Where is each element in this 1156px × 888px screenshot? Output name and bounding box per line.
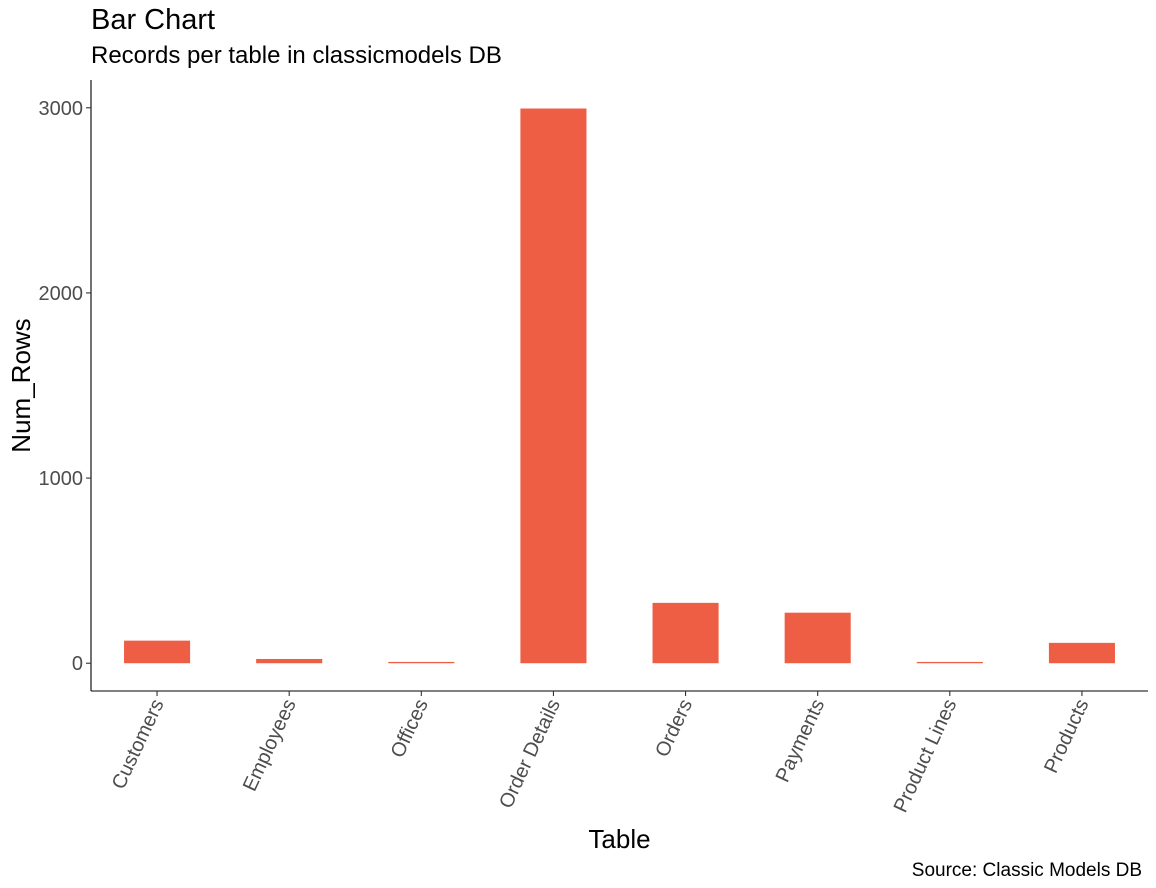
x-tick-label: Product Lines (890, 696, 962, 816)
bar-offices (388, 661, 455, 664)
x-axis-title: Table (588, 824, 650, 854)
chart-title: Bar Chart (91, 4, 216, 36)
bar-order-details (520, 108, 587, 664)
y-tick-label: 1000 (39, 468, 84, 490)
x-tick-label: Payments (772, 696, 830, 786)
chart-subtitle: Records per table in classicmodels DB (91, 42, 502, 69)
x-tick-label: Order Details (495, 696, 565, 812)
bar-product-lines (916, 661, 983, 664)
chart-caption: Source: Classic Models DB (911, 860, 1142, 881)
y-axis-title: Num_Rows (6, 318, 36, 452)
x-tick-label: Orders (651, 696, 697, 761)
bar-orders (652, 602, 719, 664)
x-tick-label: Customers (108, 696, 169, 793)
bar-customers (124, 640, 191, 664)
bar-employees (256, 658, 323, 664)
y-tick-label: 2000 (39, 283, 84, 305)
y-tick-label: 0 (72, 653, 83, 675)
bar-payments (784, 612, 851, 664)
x-tick-label: Products (1040, 696, 1093, 777)
x-tick-label: Offices (387, 696, 433, 761)
bar-products (1048, 642, 1115, 664)
x-tick-label: Employees (239, 696, 301, 795)
y-tick-label: 3000 (39, 98, 84, 120)
